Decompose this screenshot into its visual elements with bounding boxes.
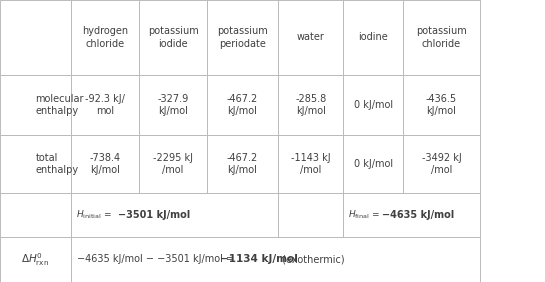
Bar	[207, 75, 278, 135]
Bar	[343, 193, 480, 237]
Bar	[403, 135, 480, 193]
Text: potassium
chloride: potassium chloride	[416, 26, 467, 49]
Bar	[278, 193, 343, 237]
Text: iodine: iodine	[359, 32, 388, 42]
Bar	[139, 75, 207, 135]
Bar	[278, 0, 343, 75]
Bar	[343, 135, 403, 193]
Text: potassium
iodide: potassium iodide	[148, 26, 198, 49]
Bar	[139, 135, 207, 193]
Text: −1134 kJ/mol: −1134 kJ/mol	[220, 254, 298, 265]
Text: -436.5
kJ/mol: -436.5 kJ/mol	[426, 94, 457, 116]
Bar	[0, 193, 71, 237]
Text: -1143 kJ
/mol: -1143 kJ /mol	[291, 153, 330, 175]
Text: $H_{\rm initial}$ =: $H_{\rm initial}$ =	[76, 209, 113, 221]
Text: -2295 kJ
/mol: -2295 kJ /mol	[153, 153, 193, 175]
Text: −4635 kJ/mol − −3501 kJ/mol =: −4635 kJ/mol − −3501 kJ/mol =	[77, 254, 238, 265]
Text: total
enthalpy: total enthalpy	[35, 153, 78, 175]
Bar	[207, 0, 278, 75]
Text: 0 kJ/mol: 0 kJ/mol	[354, 159, 393, 169]
Text: molecular
enthalpy: molecular enthalpy	[35, 94, 84, 116]
Text: $H_{\rm final}$ =: $H_{\rm final}$ =	[348, 209, 381, 221]
Bar	[403, 75, 480, 135]
Bar	[71, 237, 480, 282]
Text: -92.3 kJ/
mol: -92.3 kJ/ mol	[85, 94, 125, 116]
Text: (exothermic): (exothermic)	[279, 254, 344, 265]
Bar	[71, 135, 139, 193]
Bar	[278, 135, 343, 193]
Text: hydrogen
chloride: hydrogen chloride	[82, 26, 128, 49]
Bar	[71, 75, 139, 135]
Text: $\Delta H^0_{\rm rxn}$: $\Delta H^0_{\rm rxn}$	[21, 251, 50, 268]
Text: -467.2
kJ/mol: -467.2 kJ/mol	[227, 153, 258, 175]
Text: −4635 kJ/mol: −4635 kJ/mol	[382, 210, 454, 220]
Text: water: water	[296, 32, 325, 42]
Text: -738.4
kJ/mol: -738.4 kJ/mol	[89, 153, 120, 175]
Text: 0 kJ/mol: 0 kJ/mol	[354, 100, 393, 110]
Bar	[0, 0, 71, 75]
Text: -467.2
kJ/mol: -467.2 kJ/mol	[227, 94, 258, 116]
Bar	[207, 135, 278, 193]
Bar	[278, 75, 343, 135]
Bar	[71, 0, 139, 75]
Text: −3501 kJ/mol: −3501 kJ/mol	[118, 210, 191, 220]
Bar	[343, 0, 403, 75]
Bar	[403, 0, 480, 75]
Bar	[0, 75, 71, 135]
Text: -327.9
kJ/mol: -327.9 kJ/mol	[158, 94, 189, 116]
Bar	[343, 75, 403, 135]
Text: -285.8
kJ/mol: -285.8 kJ/mol	[295, 94, 326, 116]
Bar	[0, 135, 71, 193]
Text: potassium
periodate: potassium periodate	[217, 26, 268, 49]
Bar	[0, 237, 71, 282]
Bar	[71, 193, 278, 237]
Text: -3492 kJ
/mol: -3492 kJ /mol	[422, 153, 461, 175]
Bar	[139, 0, 207, 75]
